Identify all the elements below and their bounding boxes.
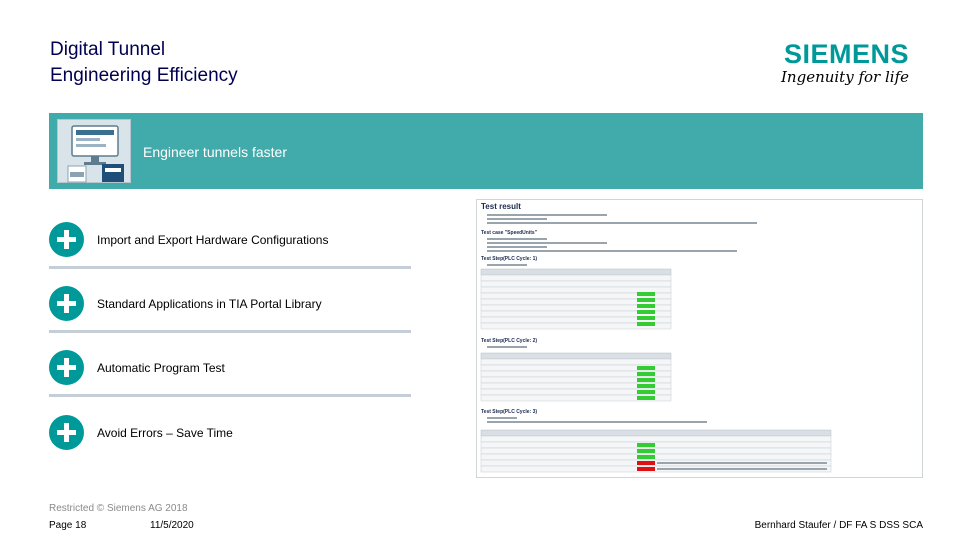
plus-circle-icon <box>49 415 84 450</box>
plus-circle-icon <box>49 222 84 257</box>
result-table <box>480 352 672 402</box>
plus-circle-icon <box>49 286 84 321</box>
section-heading: Test case "SpeedUnits" <box>481 230 538 236</box>
banner: Engineer tunnels faster <box>49 113 923 189</box>
footer-restricted-note: Restricted © Siemens AG 2018 <box>49 503 188 514</box>
feature-item: Avoid Errors – Save Time <box>49 409 411 462</box>
footer-page-number: Page 18 <box>49 520 87 531</box>
page-title-line2: Engineering Efficiency <box>50 65 238 86</box>
logo-wordmark: SIEMENS <box>783 39 909 69</box>
result-table <box>480 429 832 473</box>
monitor-with-documents-icon <box>57 119 131 183</box>
feature-item: Automatic Program Test <box>49 344 411 397</box>
test-result-screenshot: Test result Test case "SpeedUnits" Test … <box>476 199 923 478</box>
page-title-line1: Digital Tunnel <box>50 39 166 60</box>
result-table <box>480 268 672 330</box>
plus-circle-icon <box>49 350 84 385</box>
section-heading: Test Step(PLC Cycle: 2) <box>481 338 537 344</box>
page-title: Digital Tunnel Engineering Efficiency <box>50 37 238 89</box>
feature-label: Standard Applications in TIA Portal Libr… <box>97 297 322 311</box>
section-heading: Test Step(PLC Cycle: 1) <box>481 256 537 262</box>
logo-slogan: Ingenuity for life <box>781 68 909 86</box>
feature-label: Avoid Errors – Save Time <box>97 426 233 440</box>
banner-text: Engineer tunnels faster <box>143 144 287 160</box>
feature-label: Automatic Program Test <box>97 361 225 375</box>
feature-item: Import and Export Hardware Configuration… <box>49 216 411 269</box>
footer-date: 11/5/2020 <box>150 520 194 531</box>
section-heading: Test Step(PLC Cycle: 3) <box>481 409 537 415</box>
test-result-title: Test result <box>481 202 521 211</box>
footer-author: Bernhard Staufer / DF FA S DSS SCA <box>754 520 923 531</box>
siemens-logo: SIEMENS Ingenuity for life <box>781 40 909 85</box>
feature-item: Standard Applications in TIA Portal Libr… <box>49 280 411 333</box>
feature-label: Import and Export Hardware Configuration… <box>97 233 329 247</box>
